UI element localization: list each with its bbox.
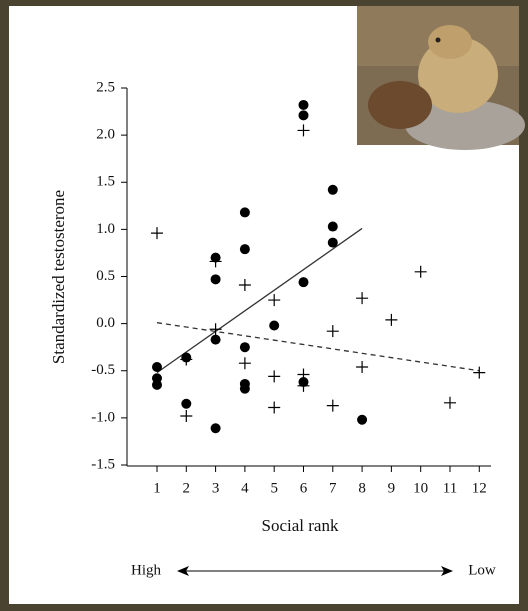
point <box>356 292 369 305</box>
point <box>326 325 339 338</box>
point <box>268 294 281 307</box>
point <box>239 383 250 394</box>
y-tick-label: 1.5 <box>96 174 115 190</box>
point <box>180 353 193 366</box>
point <box>269 320 280 331</box>
point <box>239 207 250 218</box>
point <box>209 255 222 268</box>
y-tick-label: -1.0 <box>91 409 115 425</box>
x-axis-label: Social rank <box>262 516 339 535</box>
y-tick-label: -1.5 <box>91 456 115 472</box>
point <box>297 379 310 392</box>
point <box>327 237 338 248</box>
direction-arrow <box>177 566 453 576</box>
point <box>356 360 369 373</box>
x-tick-label: 12 <box>472 480 487 496</box>
point <box>151 361 162 372</box>
point <box>327 184 338 195</box>
low-label: Low <box>468 562 496 578</box>
point <box>150 227 163 240</box>
y-tick-label: 0.0 <box>96 315 115 331</box>
x-tick-label: 6 <box>300 480 308 496</box>
x-tick-label: 4 <box>241 480 249 496</box>
point <box>414 265 427 278</box>
trend-line <box>156 322 480 372</box>
x-tick-label: 1 <box>153 480 161 496</box>
point <box>357 414 368 425</box>
point <box>181 398 192 409</box>
x-tick-label: 2 <box>183 480 191 496</box>
y-axis-label: Standardized testosterone <box>49 190 68 364</box>
point <box>443 396 456 409</box>
point <box>385 313 398 326</box>
point <box>180 409 193 422</box>
x-tick-label: 11 <box>443 480 457 496</box>
point <box>268 401 281 414</box>
point <box>326 399 339 412</box>
x-tick-label: 8 <box>358 480 366 496</box>
point <box>210 274 221 285</box>
point <box>209 323 222 336</box>
y-tick-label: 0.5 <box>96 268 115 284</box>
point <box>297 368 310 381</box>
point <box>327 221 338 232</box>
point <box>238 357 251 370</box>
x-tick-label: 5 <box>270 480 278 496</box>
point <box>151 379 162 390</box>
trend-line <box>156 227 363 374</box>
y-tick-label: 2.5 <box>96 79 115 95</box>
x-tick-label: 10 <box>413 480 428 496</box>
point <box>298 99 309 110</box>
x-tick-label: 3 <box>212 480 220 496</box>
point <box>297 124 310 137</box>
point <box>298 110 309 121</box>
point <box>268 370 281 383</box>
point <box>239 342 250 353</box>
point <box>238 278 251 291</box>
point <box>298 277 309 288</box>
y-tick-label: 1.0 <box>96 221 115 237</box>
point <box>473 366 486 379</box>
point <box>210 334 221 345</box>
y-tick-label: 2.0 <box>96 127 115 143</box>
point <box>239 244 250 255</box>
x-tick-label: 7 <box>329 480 337 496</box>
photo <box>357 6 525 150</box>
x-tick-label: 9 <box>388 480 396 496</box>
high-label: High <box>131 562 162 578</box>
y-tick-label: -0.5 <box>91 362 115 378</box>
point <box>210 423 221 434</box>
